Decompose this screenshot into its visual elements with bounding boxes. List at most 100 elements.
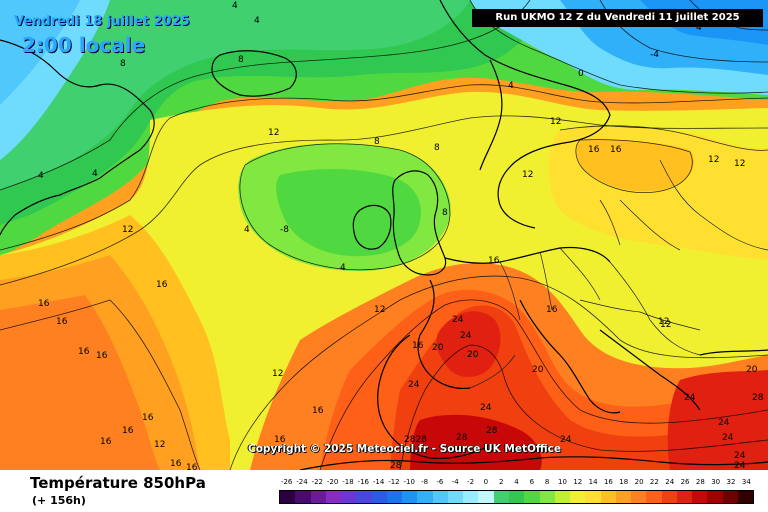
- legend-tick-label: 10: [557, 478, 567, 486]
- isotherm-24: [399, 344, 768, 470]
- label-m4-a: -4: [650, 50, 659, 60]
- label-20-b: 20: [467, 350, 479, 360]
- legend-tick-label: 32: [726, 478, 736, 486]
- legend-tick-label: 16: [603, 478, 613, 486]
- legend-swatch: [508, 491, 525, 503]
- legend-swatch: [570, 491, 586, 503]
- label-16-f: 16: [78, 347, 90, 357]
- legend-swatch: [463, 491, 479, 503]
- legend-tick-label: 6: [529, 478, 535, 486]
- isotherm-0: [469, 0, 768, 94]
- isotherm-16: [0, 299, 201, 470]
- coast-ireland: [352, 204, 392, 250]
- legend-tick-label: 0: [483, 478, 489, 486]
- legend-swatch: [402, 491, 418, 503]
- label-24-d: 24: [480, 403, 492, 413]
- legend-swatch: [356, 491, 372, 503]
- temperature-map: 4 4 8 8 4 4 4 0 -4 4 12 8 8 12 16 16 12 …: [0, 0, 768, 470]
- legend-swatch: [661, 491, 677, 503]
- label-12-k: 12: [658, 317, 669, 327]
- isotherm-12: [0, 115, 768, 286]
- legend-tick-label: 12: [573, 478, 583, 486]
- legend-tick-label: 8: [544, 478, 550, 486]
- label-24-e: 24: [560, 435, 572, 445]
- legend-tick-label: -26: [280, 478, 293, 486]
- label-16-h: 16: [488, 256, 500, 266]
- border-2: [539, 251, 553, 311]
- isotherm-20: [319, 299, 768, 470]
- label-12-c: 12: [708, 155, 719, 165]
- legend-swatch: [524, 491, 540, 503]
- parameter-title: Température 850hPa: [30, 474, 206, 492]
- legend-tick-label: -6: [436, 478, 444, 486]
- coast-gb: [392, 170, 447, 276]
- label-16-i: 16: [412, 341, 424, 351]
- label-28-c: 28: [752, 393, 764, 403]
- legend-swatch: [325, 491, 342, 503]
- label-16-e: 16: [56, 317, 68, 327]
- isotherm-12-east: [559, 125, 768, 151]
- label-28-d: 28: [390, 461, 402, 470]
- coast-balkans: [599, 329, 701, 411]
- legend-tick-label: 28: [695, 478, 705, 486]
- isotherm-lines: [0, 0, 768, 470]
- color-legend: -26 -24 -22 -20 -18 -16 -14 -12 -10 -8 -6 -4 -2 0 2 4 6 8…: [279, 478, 754, 504]
- legend-swatch: [417, 491, 433, 503]
- label-8-c: 8: [374, 137, 380, 147]
- label-12-b: 12: [550, 117, 561, 127]
- temperature-map-svg: 4 4 8 8 4 4 4 0 -4 4 12 8 8 12 16 16 12 …: [0, 0, 768, 470]
- label-4-d: 4: [92, 169, 98, 179]
- isotherm-label-group: 4 4 8 8 4 4 4 0 -4 4 12 8 8 12 16 16 12 …: [38, 1, 764, 470]
- border-7: [699, 214, 768, 251]
- legend-swatch: [341, 491, 357, 503]
- border-1: [499, 261, 521, 321]
- isotherm-4: [0, 0, 531, 191]
- legend-tick-label: 20: [634, 478, 644, 486]
- legend-swatch: [432, 491, 448, 503]
- coast-iceland: [211, 50, 297, 97]
- label-4-a: 4: [232, 1, 238, 11]
- isotherm-8-inner: [239, 143, 451, 271]
- label-28-b: 28: [486, 426, 498, 436]
- label-16-q: 16: [186, 463, 198, 470]
- border-5: [619, 199, 681, 251]
- legend-tick-label: 18: [619, 478, 629, 486]
- legend-swatch: [692, 491, 708, 503]
- label-24-a: 24: [452, 315, 464, 325]
- label-12-f: 12: [122, 225, 133, 235]
- label-24-j: 24: [722, 433, 734, 443]
- label-8-a: 8: [120, 59, 126, 69]
- lead-time: (+ 156h): [32, 494, 86, 507]
- border-8: [579, 299, 641, 313]
- legend-tick-label: -20: [326, 478, 339, 486]
- coast-iberia: [377, 334, 486, 460]
- legend-swatch: [737, 491, 754, 503]
- label-0-a: 0: [578, 69, 584, 79]
- legend-swatch: [493, 491, 509, 503]
- isotherm-16b: [229, 275, 768, 470]
- legend-tick-label: 2: [498, 478, 504, 486]
- label-16-l: 16: [142, 413, 154, 423]
- legend-tick-label: 30: [711, 478, 721, 486]
- label-12-a: 12: [268, 128, 279, 138]
- legend-swatch: [585, 491, 601, 503]
- coast-scandinavia: [439, 0, 611, 229]
- label-2828: 2828: [404, 435, 427, 445]
- label-12-g: 12: [374, 305, 385, 315]
- label-8-e: 8: [442, 208, 448, 218]
- model-run-label: Run UKMO 12 Z du Vendredi 11 juillet 202…: [472, 9, 763, 27]
- legend-swatch: [280, 491, 296, 503]
- label-24-i: 24: [734, 461, 746, 470]
- coast-black-sea: [699, 349, 768, 356]
- legend-tick-label: -10: [403, 478, 415, 486]
- label-16-k: 16: [312, 406, 324, 416]
- legend-tick-label: -4: [451, 478, 459, 486]
- legend-color-bar: [279, 490, 754, 504]
- label-24-f: 24: [684, 393, 696, 403]
- label-16-g: 16: [96, 351, 108, 361]
- isotherm-16-east: [575, 139, 693, 194]
- legend-tick-label: -22: [311, 478, 324, 486]
- label-24-c: 24: [408, 380, 420, 390]
- legend-swatch: [631, 491, 647, 503]
- label-16-b: 16: [610, 145, 622, 155]
